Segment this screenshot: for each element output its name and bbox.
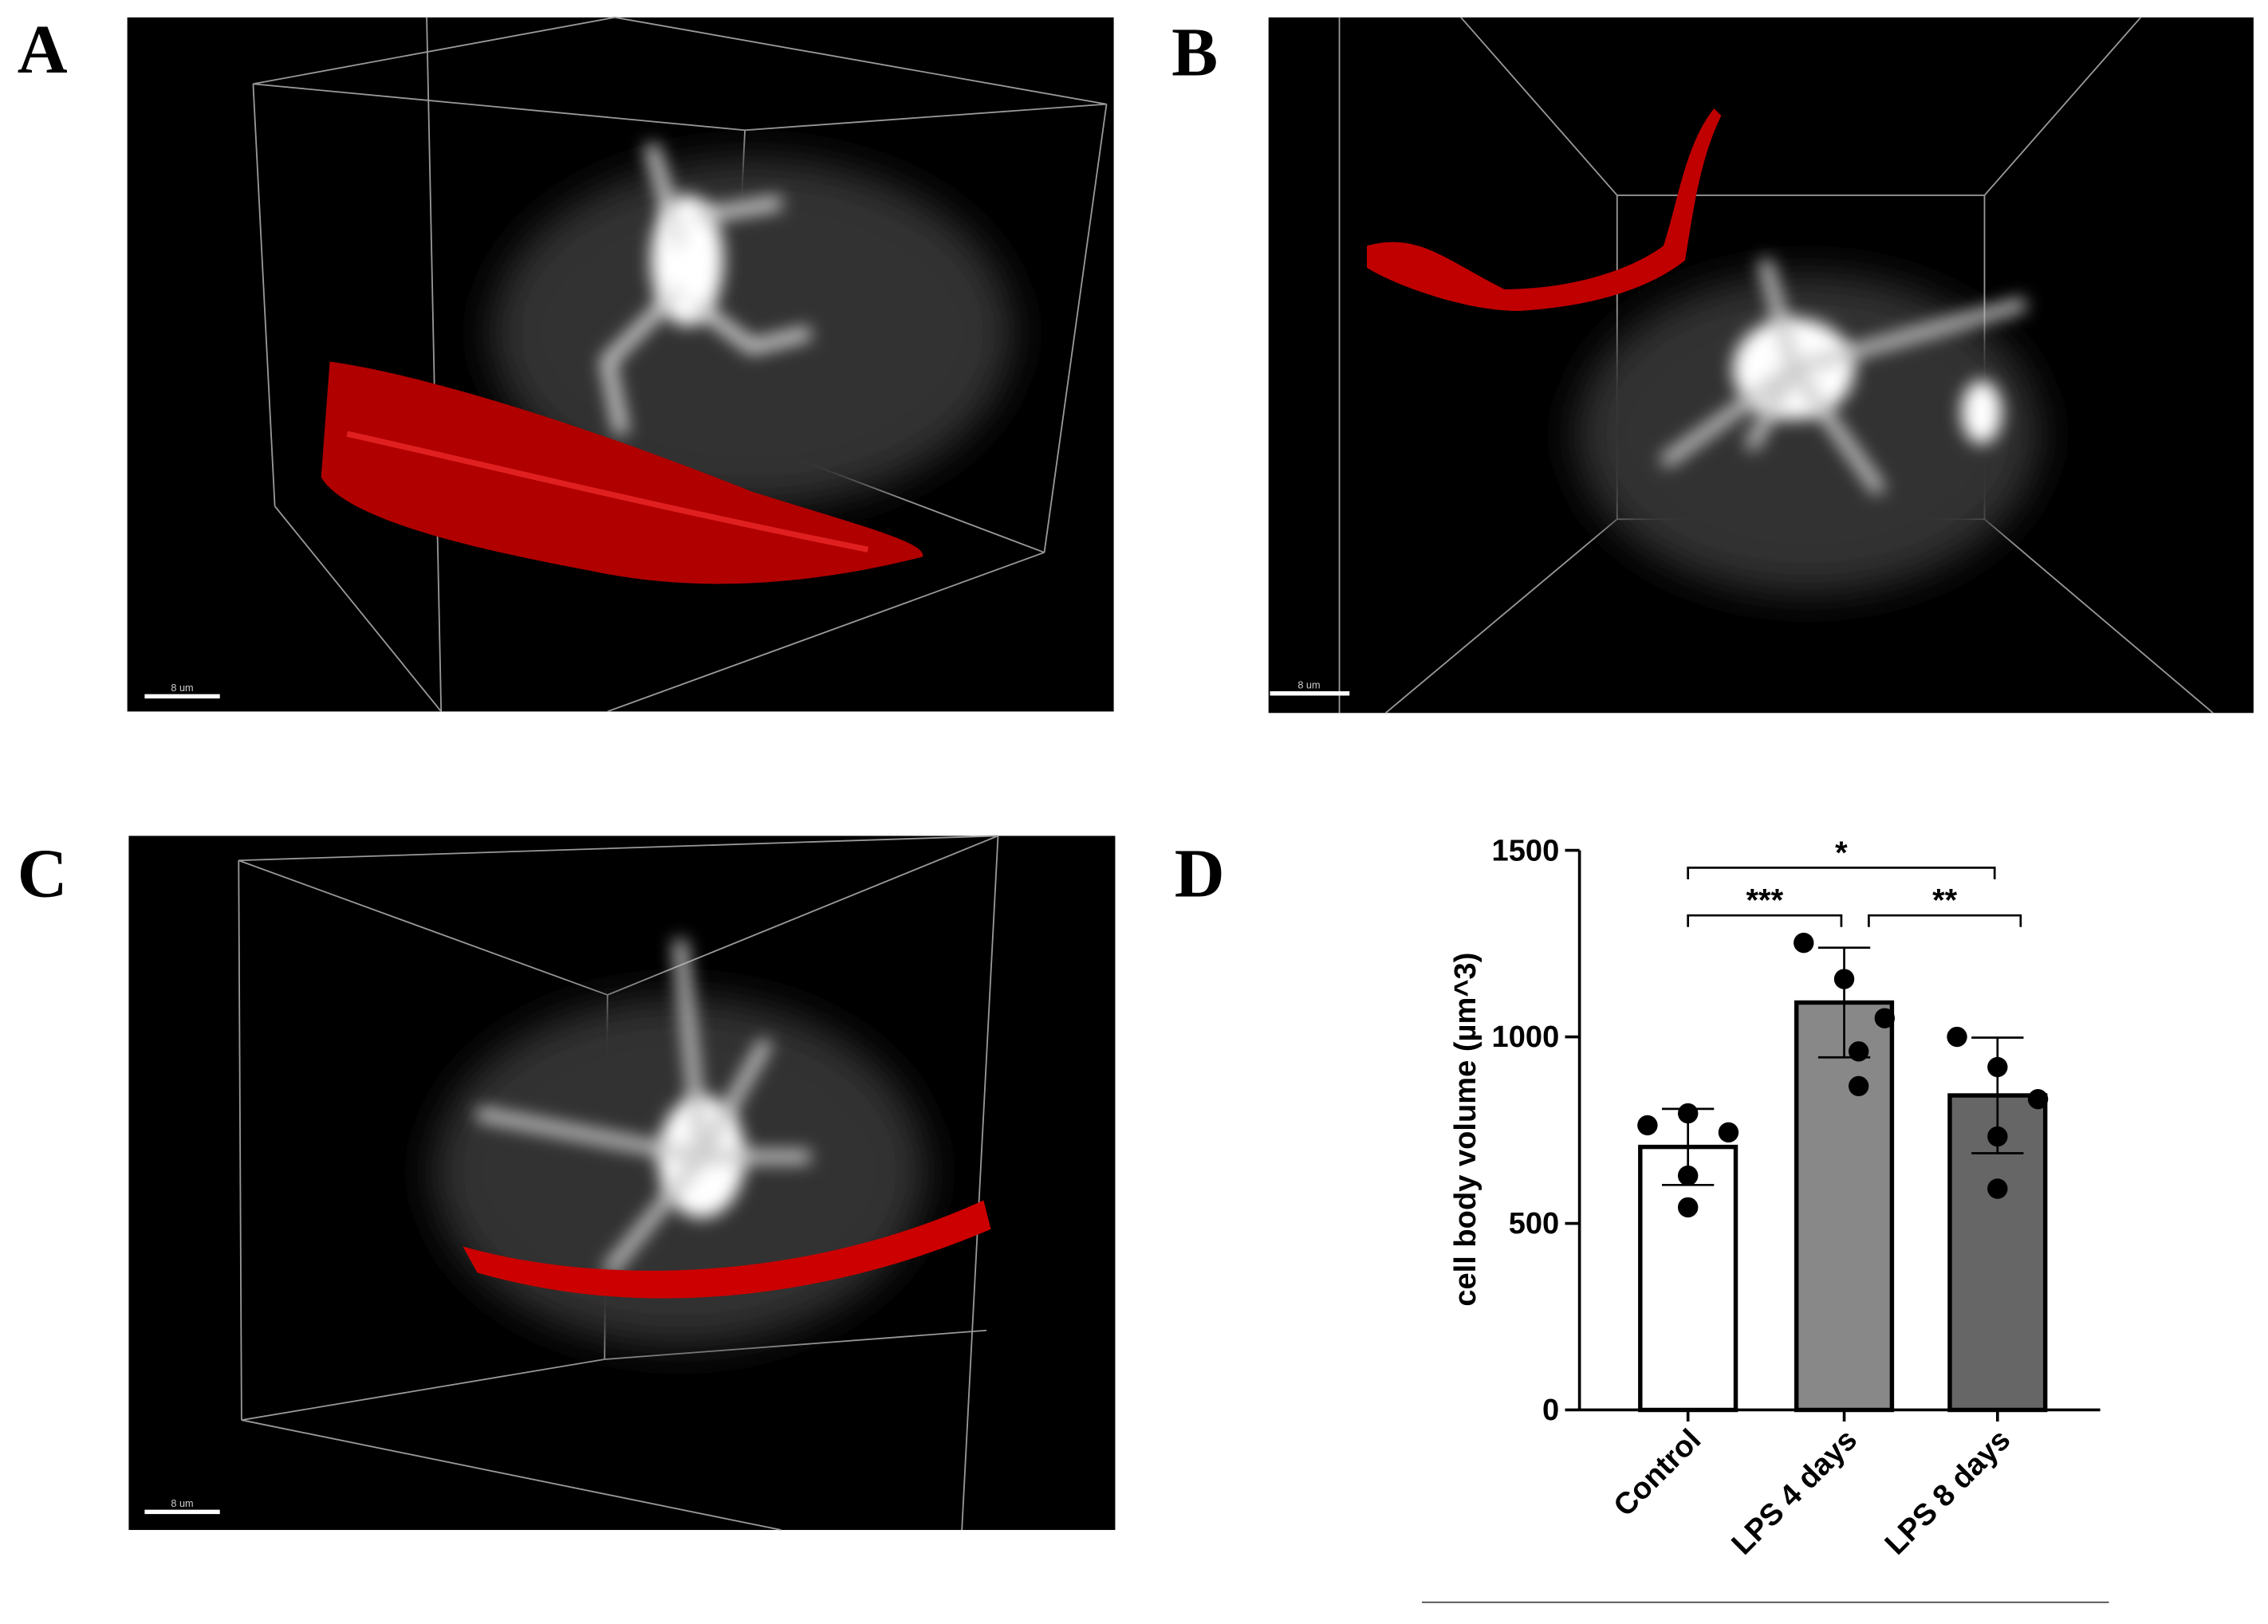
significance-bracket (1687, 866, 1996, 879)
significance-bracket (1687, 914, 1843, 927)
data-point (1849, 1041, 1869, 1062)
data-point (1987, 1178, 2008, 1199)
bar (1794, 1000, 1895, 1413)
cell (1577, 258, 2040, 593)
data-point (1874, 1008, 1896, 1028)
data-point (1677, 1197, 1699, 1218)
data-point (2027, 1088, 2049, 1110)
y-tick-label: 1500 (1492, 834, 1560, 867)
scale-bar (144, 1509, 220, 1515)
data-point (1677, 1103, 1699, 1124)
x-tick-label: Control (1608, 1423, 1707, 1523)
significance-bracket (1868, 914, 2022, 927)
panel-label: C (18, 835, 68, 912)
data-point (1794, 932, 1814, 954)
y-tick-label: 1000 (1492, 1020, 1560, 1054)
x-tick-label: LPS 4 days (1726, 1423, 1864, 1561)
data-point (1987, 1056, 2008, 1078)
cell (491, 143, 1013, 506)
scale-bar-label: 8 um (1297, 679, 1320, 690)
data-point (1677, 1165, 1699, 1186)
scale-bar (1270, 691, 1350, 696)
data-point (1849, 1075, 1869, 1097)
data-point (1637, 1115, 1658, 1136)
data-point (1718, 1122, 1739, 1143)
data-point (1833, 969, 1855, 989)
vessel-highlight (346, 431, 868, 552)
y-tick-label: 0 (1542, 1394, 1559, 1427)
panel-label: D (1175, 835, 1225, 912)
vessel (463, 1200, 991, 1299)
panel-label: A (18, 10, 68, 88)
chart: 0 500 1000 1500 Control LPS 4 days LPS 8 days *… (1492, 834, 2101, 1561)
data-point (1947, 1026, 1967, 1048)
panel-a: 8 um A (18, 10, 1114, 713)
scale-bar (144, 694, 220, 699)
bar (1638, 1144, 1738, 1413)
y-tick-label: 500 (1509, 1207, 1560, 1241)
panel-label: B (1171, 13, 1218, 90)
x-tick-label: LPS 8 days (1879, 1423, 2017, 1561)
panel-c: 8 um C (18, 835, 1116, 1531)
scale-bar-label: 8 um (171, 1498, 193, 1509)
scale-bar-label: 8 um (171, 682, 193, 694)
panel-b: 8 um B (1171, 13, 2254, 714)
y-axis-title: cell body volume (µm^3) (1449, 953, 1482, 1307)
significance-label: * (1835, 836, 1848, 871)
data-point (1987, 1126, 2008, 1147)
significance-label: ** (1932, 883, 1958, 918)
significance-label: *** (1746, 883, 1784, 918)
